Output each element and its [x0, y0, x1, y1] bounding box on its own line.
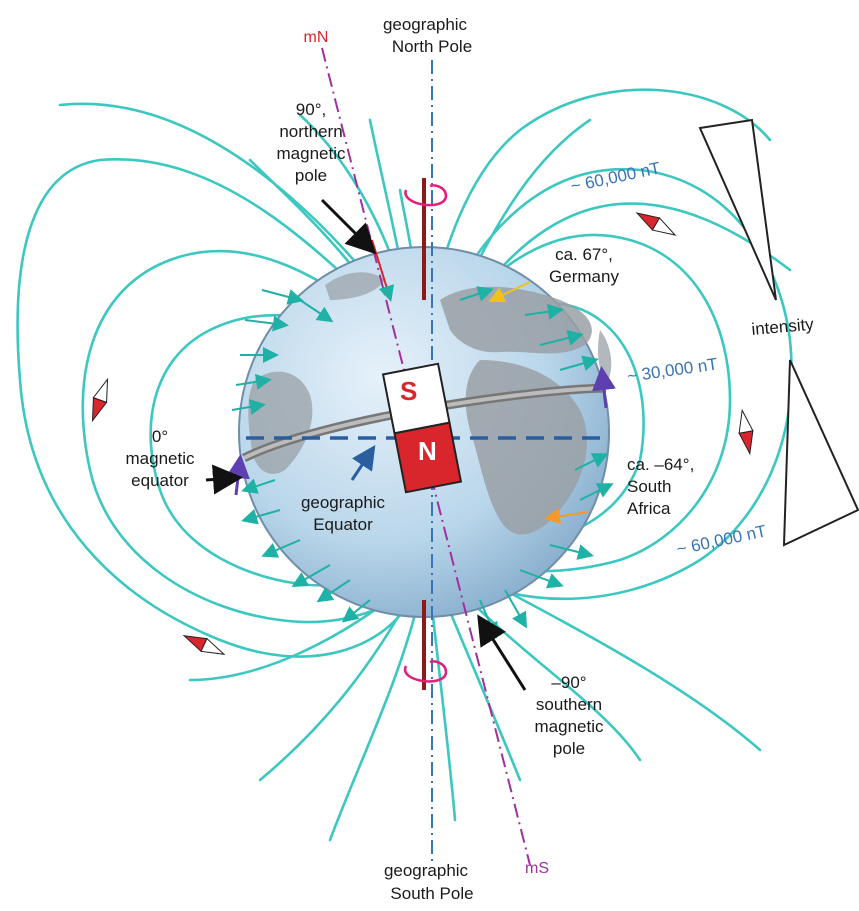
mag-north-short: mN: [304, 29, 329, 46]
intensity-wedge-bottom: [782, 359, 859, 547]
mag-equator-vector-right: [592, 366, 616, 409]
rotation-arrow-south-icon: [403, 660, 448, 683]
germany-line2: Germany: [549, 267, 619, 286]
intensity-label: intensity: [751, 315, 815, 339]
magnet-n-label: N: [418, 436, 437, 466]
mag-equator-pointer: [205, 464, 243, 495]
geo-equator-pointer: [350, 445, 376, 481]
mag-equator-line1: 0°: [152, 427, 168, 446]
geo-equator-line2: Equator: [313, 515, 373, 534]
south-africa-pointer: [544, 508, 589, 525]
southern-pole-pointer: [477, 614, 527, 691]
mag-equator-line3: equator: [131, 471, 189, 490]
intensity-wedge-top: [698, 118, 777, 301]
southern-pole-line4: pole: [553, 739, 585, 758]
compass-needle-left-icon: [91, 377, 109, 423]
germany-pointer: [488, 281, 531, 303]
south-africa-line1: ca. –64°,: [627, 455, 694, 474]
geo-north-line2: North Pole: [392, 37, 472, 56]
southern-pole-line2: southern: [536, 695, 602, 714]
geo-equator-line1: geographic: [301, 493, 386, 512]
bar-magnet: [381, 362, 463, 494]
compass-needle-topright-icon: [635, 212, 677, 236]
geo-south-line2: South Pole: [390, 884, 473, 903]
intensity-60k-bottom: ~ 60,000 nT: [675, 521, 768, 559]
compass-needle-bottomleft-icon: [182, 635, 226, 655]
northern-pole-pointer: [320, 198, 377, 255]
intensity-60k-top: ~ 60,000 nT: [569, 158, 662, 196]
geo-north-line1: geographic: [383, 15, 468, 34]
rotation-arrow-north-icon: [404, 184, 448, 207]
intensity-30k: ~ 30,000 nT: [626, 354, 719, 386]
magnet-s-label: S: [400, 376, 417, 406]
northern-pole-line2: northern: [279, 122, 342, 141]
south-africa-line2: South: [627, 477, 671, 496]
mag-equator-line2: magnetic: [126, 449, 195, 468]
northern-pole-line4: pole: [295, 166, 327, 185]
south-africa-line3: Africa: [627, 499, 671, 518]
mag-south-short: mS: [525, 860, 549, 877]
germany-line1: ca. 67°,: [555, 245, 613, 264]
compass-needle-right-icon: [738, 408, 754, 456]
surface-field-arrows: [231, 286, 614, 639]
southern-pole-line1: –90°: [551, 673, 586, 692]
southern-pole-line3: magnetic: [535, 717, 604, 736]
mag-equator-vector-left: [226, 454, 250, 496]
northern-pole-line3: magnetic: [277, 144, 346, 163]
northern-pole-line1: 90°,: [296, 100, 326, 119]
geo-south-line1: geographic: [384, 861, 469, 880]
